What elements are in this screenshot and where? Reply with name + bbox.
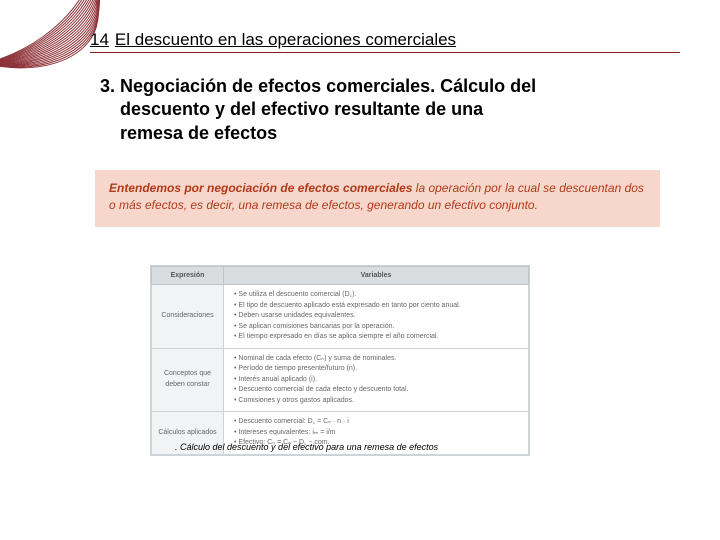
table-item: Deben usarse unidades equivalentes.: [234, 311, 522, 322]
page-number: 14: [90, 30, 109, 50]
table-item: Intereses equivalentes: iₘ = i/m: [234, 428, 522, 439]
table-item: Se utiliza el descuento comercial (D꜀).: [234, 290, 522, 301]
formula-table: Expresión Variables ConsideracionesSe ut…: [150, 265, 530, 456]
section-number: 3.: [100, 76, 115, 96]
table-row-items: Se utiliza el descuento comercial (D꜀).E…: [224, 285, 529, 349]
table-item: Interés anual aplicado (i).: [234, 375, 522, 386]
table-caption: . Cálculo del descuento y del efectivo p…: [175, 442, 438, 452]
table-item: Período de tiempo presente/futuro (n).: [234, 364, 522, 375]
table-item: Comisiones y otros gastos aplicados.: [234, 396, 522, 407]
table-header-expresion: Expresión: [152, 267, 224, 285]
table-item: Descuento comercial: D꜀ = Cₙ · n · i: [234, 417, 522, 428]
table-item: El tiempo expresado en días se aplica si…: [234, 332, 522, 343]
table-header-variables: Variables: [224, 267, 529, 285]
page-title-bar: 14 El descuento en las operaciones comer…: [90, 30, 680, 53]
table-item: Se aplican comisiones bancarias por la o…: [234, 322, 522, 333]
table-item: El tipo de descuento aplicado está expre…: [234, 301, 522, 312]
definition-callout: Entendemos por negociación de efectos co…: [95, 170, 660, 227]
section-title-line3: remesa de efectos: [100, 122, 660, 145]
table-row-items: Nominal de cada efecto (Cₙ) y suma de no…: [224, 348, 529, 412]
table-row-label: Consideraciones: [152, 285, 224, 349]
table-item: Descuento comercial de cada efecto y des…: [234, 385, 522, 396]
table-item: Nominal de cada efecto (Cₙ) y suma de no…: [234, 354, 522, 365]
section-title-line1: Negociación de efectos comerciales. Cálc…: [120, 76, 536, 96]
table-row-label: Conceptos que deben constar: [152, 348, 224, 412]
callout-lead: Entendemos por negociación de efectos co…: [109, 181, 412, 195]
section-title-line2: descuento y del efectivo resultante de u…: [100, 98, 660, 121]
page-title: El descuento en las operaciones comercia…: [115, 30, 456, 50]
section-heading: 3. Negociación de efectos comerciales. C…: [100, 75, 660, 145]
